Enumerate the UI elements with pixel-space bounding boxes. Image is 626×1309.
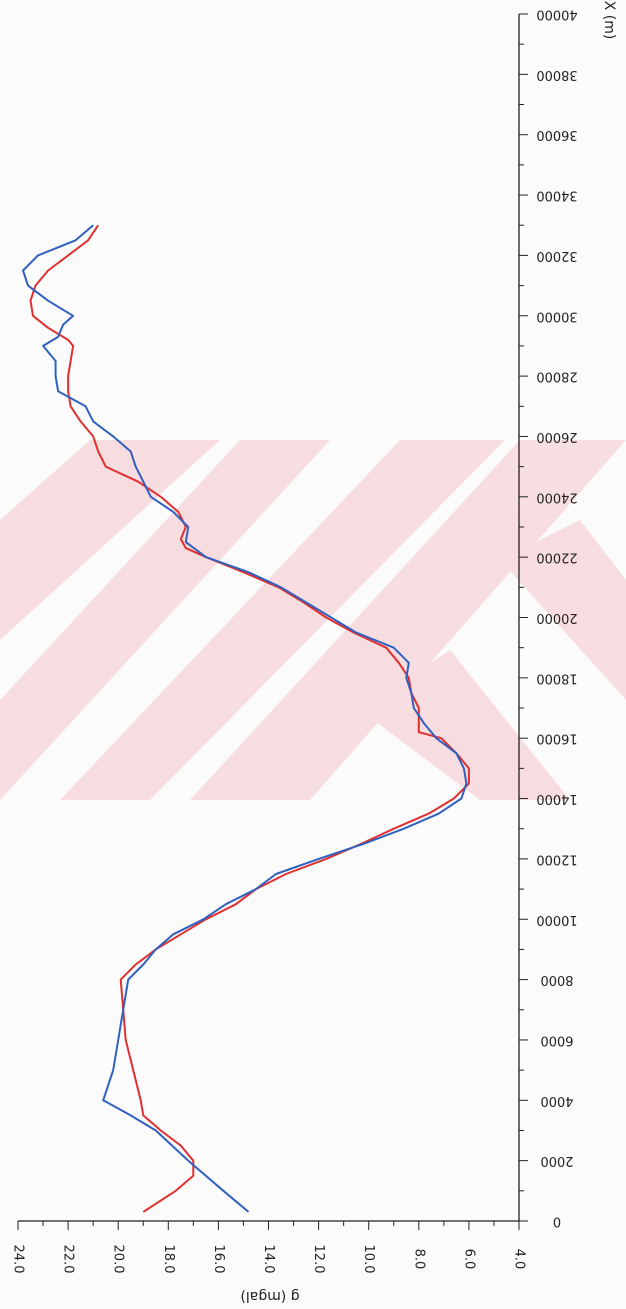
x-tick-label: 32000 [536,248,577,263]
x-tick-label: 20000 [536,610,577,625]
plot-area [22,224,470,1213]
watermark [0,440,626,800]
x-tick-label: 4000 [540,1093,573,1108]
y-tick-label: 24.0 [11,1245,26,1274]
x-tick-label: 10000 [536,912,577,927]
x-tick-label: 38000 [536,67,577,82]
x-tick-label: 28000 [536,369,577,384]
x-tick-label: 0 [553,1214,561,1229]
y-tick-label: 20.0 [111,1245,126,1274]
x-tick-label: 16000 [536,731,577,746]
axes: 0 2000 4000 6000 8000 10000 12000 14000 16000 180… [11,7,578,1274]
y-tick-label: 18.0 [161,1245,176,1274]
y-tick-label: 10.0 [361,1245,376,1274]
y-tick-label: 8.0 [411,1249,426,1270]
y-axis-title: g (mgal) [240,1288,299,1304]
x-tick-label: 36000 [536,127,577,142]
x-tick-label: 26000 [536,429,577,444]
y-tick-label: 4.0 [512,1249,527,1270]
x-tick-label: 12000 [536,851,577,866]
y-tick-label: 12.0 [311,1245,326,1274]
x-tick-label: 18000 [536,670,577,685]
series-line-1 [29,224,470,1213]
x-tick-label: 22000 [536,550,577,565]
series-line-2 [22,224,468,1213]
x-tick-label: 6000 [540,1032,573,1047]
x-tick-label: 40000 [536,7,577,22]
x-tick-label: 8000 [540,972,573,987]
x-tick-label: 14000 [536,791,577,806]
x-tick-label: 30000 [536,308,577,323]
x-tick-label: 2000 [540,1153,573,1168]
x-axis-title: X (m) [601,1,617,40]
y-tick-label: 14.0 [261,1245,276,1274]
y-tick-label: 16.0 [211,1245,226,1274]
x-tick-label: 34000 [536,188,577,203]
x-tick-label: 24000 [536,489,577,504]
y-tick-label: 6.0 [461,1249,476,1270]
y-tick-label: 22.0 [61,1245,76,1274]
